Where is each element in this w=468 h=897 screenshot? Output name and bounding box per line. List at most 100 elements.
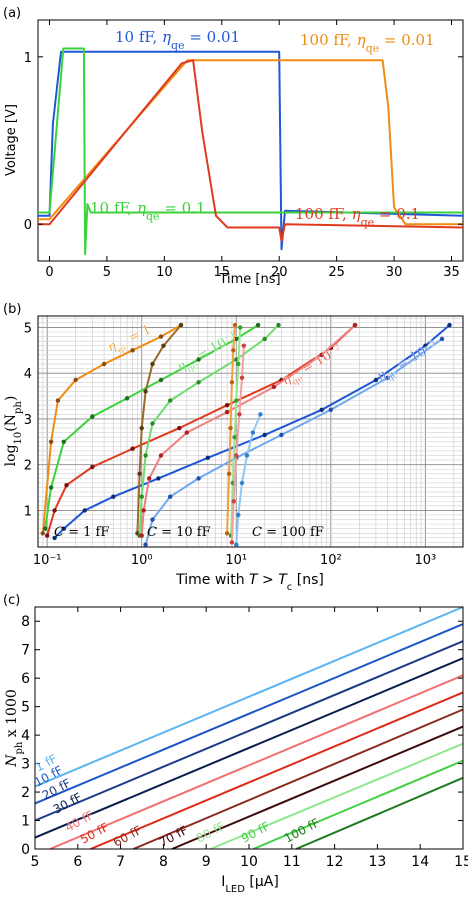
data-point bbox=[139, 494, 144, 499]
text-span: η bbox=[137, 199, 146, 217]
data-point bbox=[45, 533, 50, 538]
data-point bbox=[276, 322, 281, 328]
y-tick-label: 5 bbox=[24, 321, 32, 336]
data-point bbox=[55, 398, 61, 403]
x-tick-label: 13 bbox=[368, 854, 386, 870]
data-point bbox=[319, 407, 324, 412]
x-axis-label: ILED [μA] bbox=[221, 874, 279, 893]
series-line bbox=[41, 324, 182, 534]
data-point bbox=[196, 380, 201, 385]
text-span: C bbox=[147, 525, 157, 540]
data-point bbox=[137, 471, 142, 476]
panel-label: (a) bbox=[3, 6, 21, 21]
text-span: ph bbox=[13, 401, 24, 414]
y-tick-label: 4 bbox=[21, 728, 30, 744]
text-span: η bbox=[357, 31, 366, 49]
series-label: 100 fF, ηqe = 0.1 bbox=[295, 205, 420, 229]
x-tick-label: 10 bbox=[156, 265, 173, 280]
data-point bbox=[239, 480, 245, 486]
x-tick-label: 6 bbox=[73, 854, 82, 870]
x-tick-label: 0 bbox=[45, 265, 53, 280]
series-label: 80 fF bbox=[194, 819, 227, 846]
data-point bbox=[130, 446, 135, 451]
text-span: 10 fF, bbox=[115, 28, 162, 46]
series-line bbox=[46, 324, 356, 536]
data-point bbox=[236, 361, 241, 367]
x-tick-label: 10¹ bbox=[225, 553, 247, 568]
data-point bbox=[139, 425, 144, 431]
data-point bbox=[385, 375, 390, 380]
data-point bbox=[226, 471, 232, 476]
data-point bbox=[196, 357, 201, 362]
data-point bbox=[232, 435, 237, 440]
data-point bbox=[439, 336, 445, 342]
data-point bbox=[236, 512, 241, 518]
y-tick-label: 1 bbox=[24, 51, 32, 66]
text-span: = 0.1 bbox=[160, 199, 206, 217]
data-point bbox=[250, 430, 256, 435]
data-point bbox=[141, 508, 146, 513]
text-span: 10 bbox=[13, 432, 24, 445]
data-point bbox=[328, 407, 333, 412]
data-point bbox=[262, 336, 267, 342]
data-point bbox=[271, 384, 277, 390]
text-span: 100 fF, bbox=[300, 31, 357, 49]
data-point bbox=[64, 483, 69, 488]
text-span: c bbox=[287, 582, 293, 593]
series-line bbox=[171, 725, 464, 850]
text-span: C bbox=[252, 525, 262, 540]
text-span: > bbox=[258, 572, 279, 588]
text-span: I bbox=[221, 874, 225, 890]
series-line bbox=[38, 47, 463, 256]
data-point bbox=[229, 380, 235, 385]
series-line bbox=[235, 413, 262, 545]
data-point bbox=[90, 464, 95, 470]
data-point bbox=[139, 533, 144, 538]
x-tick-label: 12 bbox=[326, 854, 344, 870]
data-point bbox=[244, 453, 250, 458]
panel-b: (b) 10⁻¹ 10⁰ 10¹ 10² 10³ 1 2 3 4 5 Time with T > Tc… bbox=[3, 302, 464, 593]
x-tick-label: 14 bbox=[411, 854, 429, 870]
series-label: 90 fF bbox=[239, 819, 272, 846]
text-span: η bbox=[162, 28, 171, 46]
text-span: T bbox=[278, 572, 288, 588]
series-line bbox=[34, 623, 464, 805]
y-axis-label: log10(Nph) bbox=[3, 396, 24, 467]
plot-frame bbox=[37, 315, 464, 548]
series-line bbox=[210, 742, 464, 850]
data-point bbox=[158, 377, 164, 383]
text-span: N bbox=[4, 754, 20, 768]
x-tick-label: 9 bbox=[202, 854, 211, 870]
data-point bbox=[178, 322, 184, 328]
data-point bbox=[82, 508, 88, 513]
text-span: qe bbox=[116, 342, 130, 356]
text-span: LED bbox=[225, 884, 245, 894]
data-point bbox=[168, 494, 173, 499]
annotation-label: C = 10 fF bbox=[147, 525, 211, 540]
data-point bbox=[238, 325, 243, 330]
text-span: qe bbox=[186, 361, 201, 375]
data-point bbox=[234, 398, 239, 403]
data-point bbox=[319, 352, 324, 358]
data-point bbox=[231, 499, 236, 504]
y-tick-label: 5 bbox=[21, 700, 30, 716]
panel-a: (a) 0 5 10 15 20 25 30 35 0 1 Time [ns] Voltage [V] 1… bbox=[3, 6, 464, 287]
data-point bbox=[156, 476, 161, 481]
series-line bbox=[49, 674, 464, 850]
data-point bbox=[232, 322, 238, 328]
y-tick-label: 8 bbox=[21, 614, 30, 630]
text-span: 10 fF, bbox=[90, 199, 137, 217]
text-span: ) bbox=[3, 396, 19, 401]
x-tick-label: 30 bbox=[386, 265, 403, 280]
y-tick-label: 3 bbox=[21, 757, 30, 773]
data-point bbox=[231, 348, 236, 353]
x-tick-label: 20 bbox=[271, 265, 288, 280]
text-span: η bbox=[352, 205, 361, 223]
data-point bbox=[143, 542, 148, 547]
data-point bbox=[262, 432, 267, 438]
text-span: ph bbox=[14, 741, 25, 754]
y-tick-label: 7 bbox=[21, 643, 30, 659]
annotation-label: ηqe = 10⁻² bbox=[280, 342, 347, 392]
data-point bbox=[234, 453, 239, 458]
